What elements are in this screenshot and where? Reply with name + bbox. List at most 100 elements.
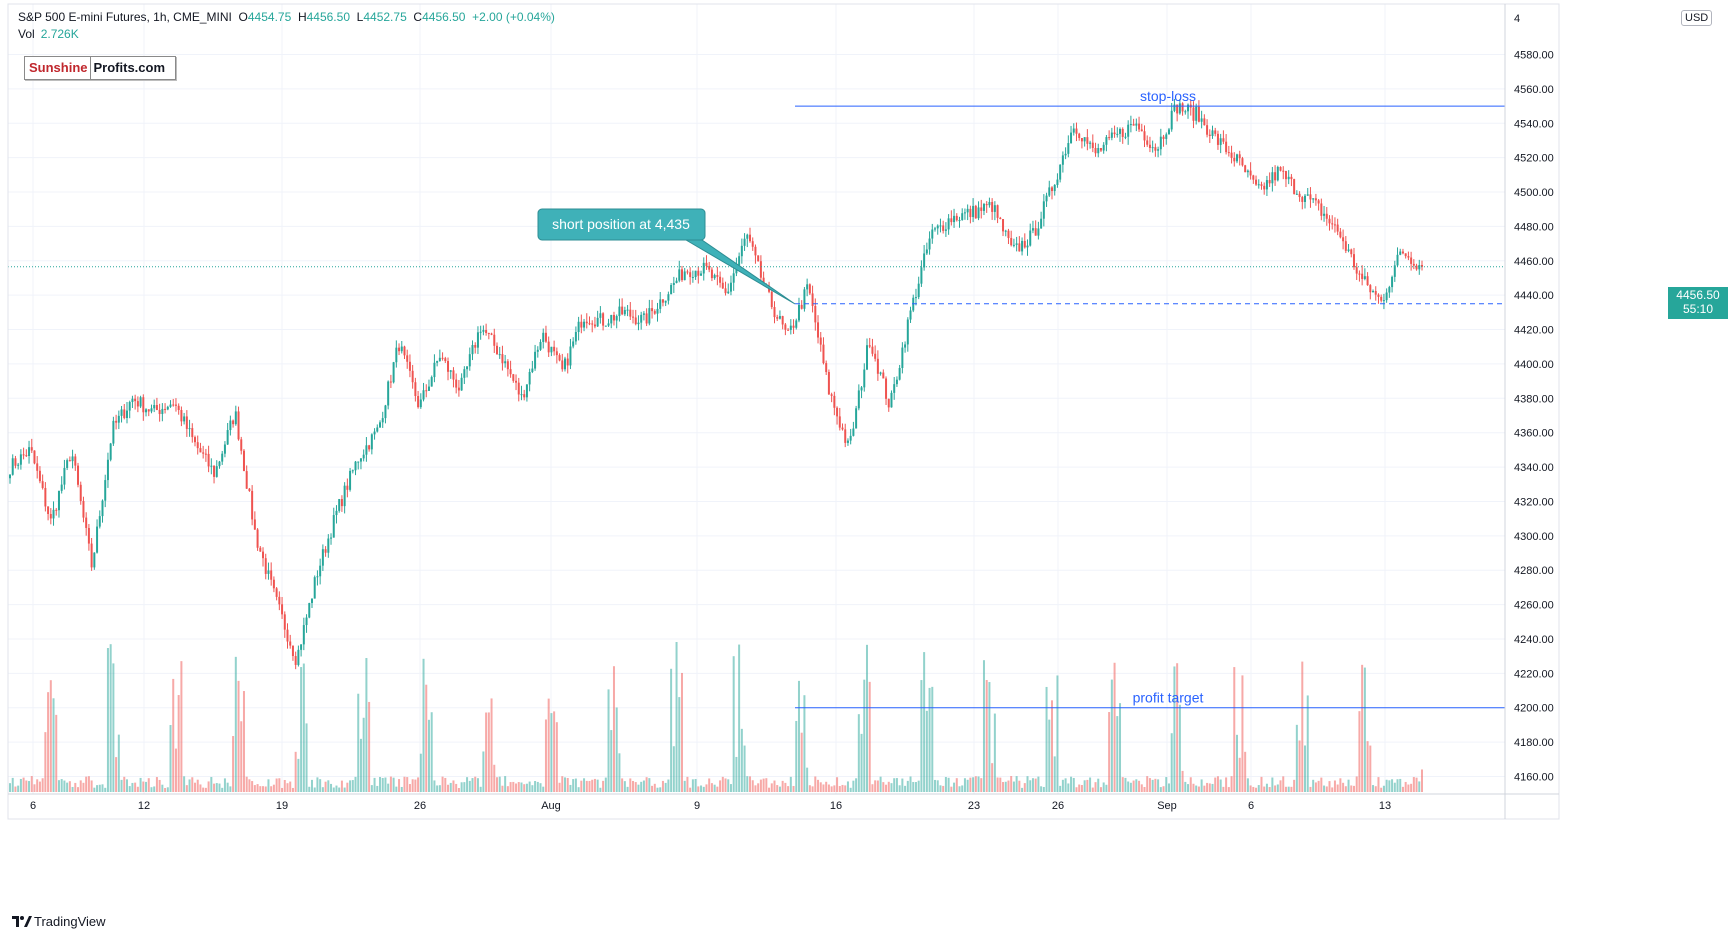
y-tick-label: 4180.00 [1514,737,1554,749]
candle-body [1108,137,1111,139]
candle-body [855,408,858,429]
candle-body [942,225,945,231]
candle-body [1252,175,1255,180]
volume-bar [419,753,422,792]
candle-body [1298,193,1301,198]
volume-bar [1064,778,1067,792]
volume-bar [591,779,594,792]
x-tick-label: 23 [968,800,980,812]
volume-bar [1167,783,1170,792]
candle-body [183,416,186,422]
candle-body [972,205,975,218]
candle-body [1195,106,1198,121]
candle-body [710,269,713,279]
volume-bar [544,719,547,792]
volume-bar [542,786,545,792]
candle-body [1034,228,1037,236]
candle-body [376,427,379,432]
candle-body [1295,193,1298,195]
tradingview-branding[interactable]: TradingView [12,914,106,929]
volume-bar [506,786,509,792]
candle-body [221,453,224,462]
volume-bar [49,680,52,792]
volume-bar [346,782,349,792]
candle-body [1304,195,1307,202]
volume-bar [1165,777,1168,792]
candle-body [349,470,352,490]
volume-bar [1317,780,1320,792]
short-position-callout[interactable]: short position at 4,435 [537,208,796,305]
candle-body [270,570,273,580]
volume-bar [901,778,904,792]
candle-body [52,509,55,519]
candle-body [172,404,175,406]
volume-bar [694,778,697,792]
volume-bar [985,680,988,792]
volume-bar [1154,778,1157,792]
candle-body [961,213,964,221]
volume-bar [425,684,428,792]
candle-body [925,249,928,254]
candle-body [898,368,901,380]
volume-bar [1127,781,1130,792]
volume-bar [1260,776,1263,792]
volume-bar [1271,777,1274,792]
volume-bar [466,777,469,792]
volume-bar [340,780,343,792]
volume-bar [1350,785,1353,792]
volume-bar [651,785,654,792]
volume-bar [972,777,975,792]
volume-bar [234,656,237,792]
volume-bar [1192,783,1195,792]
volume-bar [784,782,787,792]
volume-bar [648,778,651,792]
candle-body [653,311,656,314]
volume-bar [1235,734,1238,792]
candle-body [844,429,847,443]
y-tick-label: 4320.00 [1514,496,1554,508]
candle-body [1053,184,1056,192]
volume-bar [1355,776,1358,792]
candle-body [1233,157,1236,162]
volume-bar [1021,787,1024,792]
candle-body [1067,143,1070,154]
volume-bar [174,748,177,792]
volume-bar [773,780,776,792]
candle-body [398,347,401,352]
candle-body [846,440,849,443]
candle-body [408,361,411,371]
volume-bar [1040,786,1043,792]
volume-bar [1352,785,1355,792]
volume-bar [327,780,330,792]
volume-bar [904,785,907,792]
candle-body [1227,152,1230,154]
candle-body [512,374,515,381]
candle-body [147,409,150,412]
volume-bar [849,787,852,792]
volume-bar [1187,784,1190,792]
candle-body [1192,107,1195,121]
candle-body [1187,104,1190,112]
volume-bar [213,783,216,792]
volume-bar [17,785,20,792]
volume-bar [433,780,436,792]
volume-legend: Vol 2.726K [18,27,79,41]
volume-bar [1146,776,1149,792]
volume-bar [272,784,275,792]
candle-body [319,565,322,577]
volume-bar [338,787,341,792]
volume-bar [583,778,586,792]
candle-body [1241,158,1244,166]
candle-body [792,325,795,328]
candle-body [28,447,31,456]
candle-body [697,270,700,276]
candle-body [74,456,77,466]
volume-bar [302,663,305,792]
candle-body [1110,132,1113,138]
volume-bar [321,787,324,792]
candle-body [400,346,403,352]
currency-label[interactable]: USD [1681,10,1713,26]
candle-body [806,284,809,290]
volume-bar [455,783,458,792]
